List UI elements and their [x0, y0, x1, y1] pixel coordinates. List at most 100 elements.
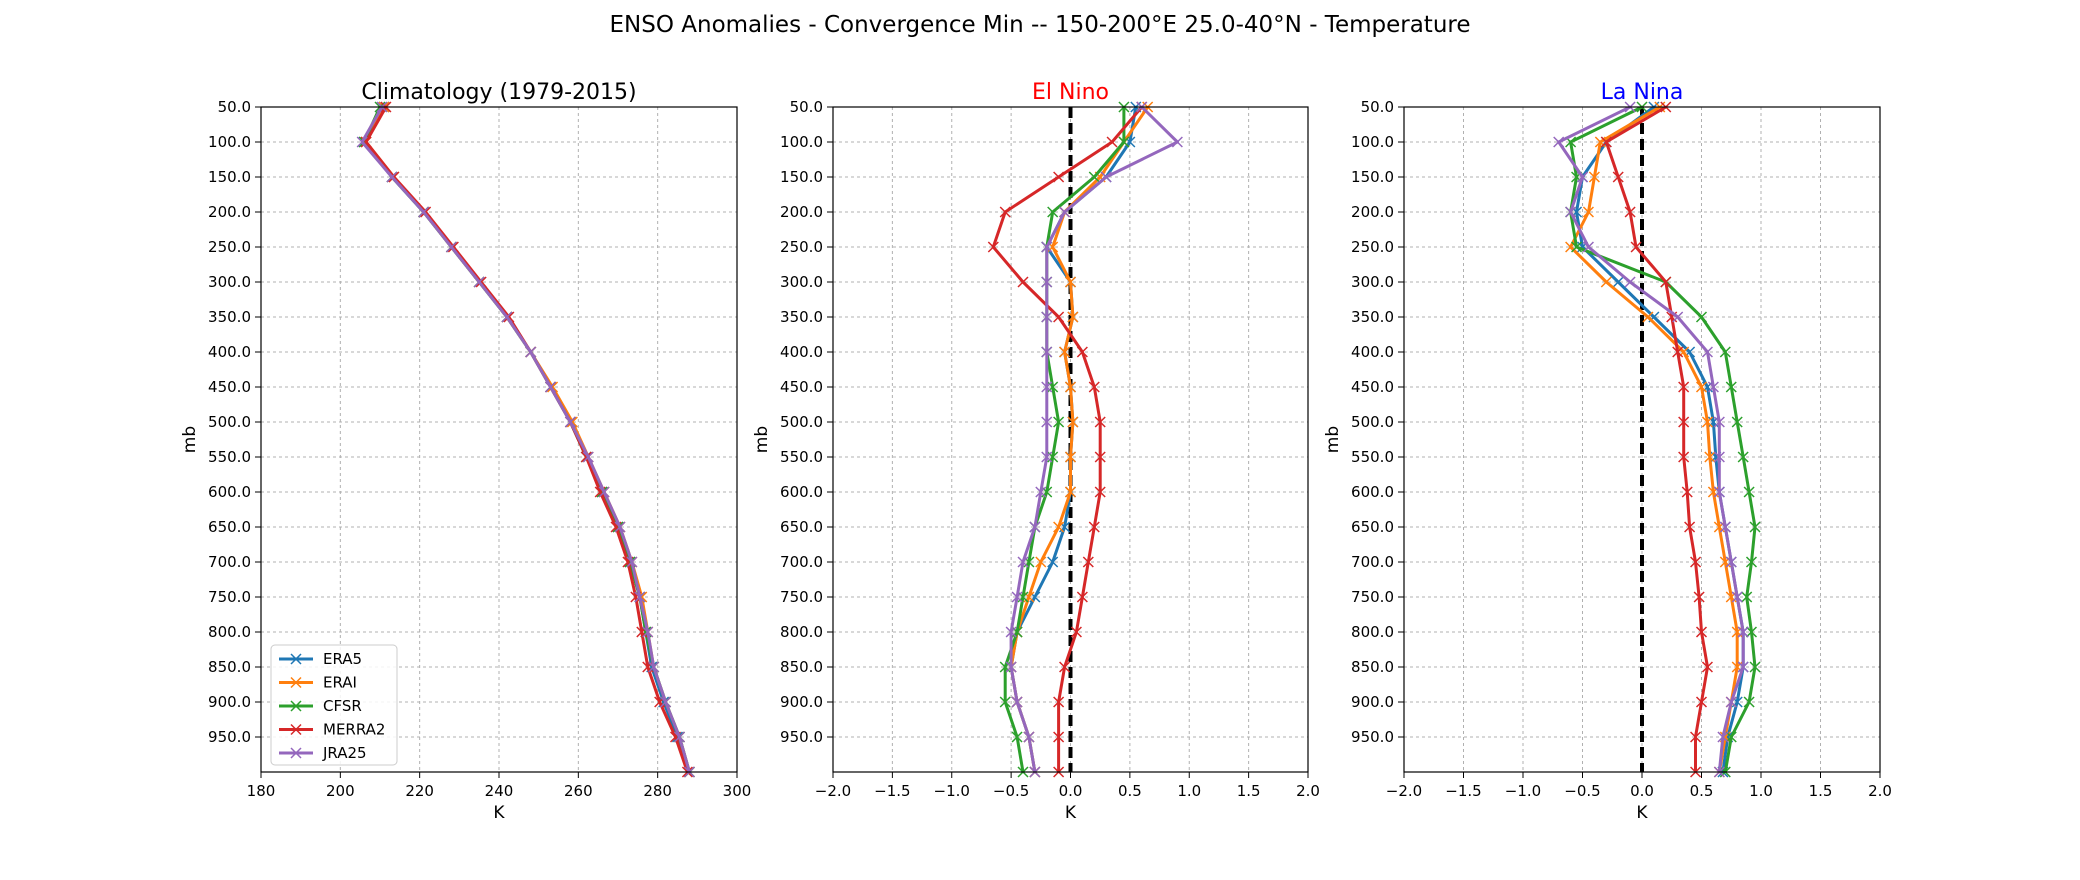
- x-tick-label: 2.0: [1868, 782, 1892, 800]
- x-tick-label: 1.0: [1749, 782, 1773, 800]
- data-point-merra2: [1053, 171, 1065, 183]
- data-point-erai: [1600, 276, 1612, 288]
- y-axis-label: mb: [180, 426, 200, 453]
- y-tick-label: 750.0: [1351, 588, 1394, 606]
- data-point-jra25: [1005, 661, 1017, 673]
- data-point-merra2: [1059, 661, 1071, 673]
- data-point-jra25: [564, 416, 576, 428]
- data-point-merra2: [1070, 626, 1082, 638]
- panel-title: El Nino: [1032, 80, 1109, 105]
- data-point-cfsr: [1749, 661, 1761, 673]
- y-tick-label: 400.0: [208, 343, 251, 361]
- y-tick-label: 850.0: [1351, 658, 1394, 676]
- panel-1: 180 200 220 240 260 280 300 50.0 100.0 150.0 200.0…: [180, 80, 751, 823]
- data-point-cfsr: [1719, 346, 1731, 358]
- axes-frame: [1403, 106, 1881, 773]
- x-tick-label: −1.5: [874, 782, 910, 800]
- data-point-jra25: [1041, 346, 1053, 358]
- data-point-cfsr: [1749, 521, 1761, 533]
- data-point-merra2: [1678, 451, 1690, 463]
- data-point-jra25: [1035, 486, 1047, 498]
- x-tick-label: 0.5: [1690, 782, 1714, 800]
- x-tick-label: 1.0: [1177, 782, 1201, 800]
- data-point-merra2: [1690, 731, 1702, 743]
- data-point-merra2: [1053, 731, 1065, 743]
- legend-label-erai: ERAI: [323, 674, 357, 692]
- data-point-jra25: [1701, 346, 1713, 358]
- y-tick-label: 500.0: [208, 413, 251, 431]
- data-point-jra25: [673, 731, 686, 743]
- data-point-jra25: [445, 241, 457, 253]
- panel-title: Climatology (1979-2015): [361, 80, 636, 105]
- data-point-merra2: [1693, 591, 1705, 603]
- data-point-jra25: [1005, 626, 1017, 638]
- data-point-merra2: [1106, 136, 1118, 148]
- y-tick-label: 50.0: [1361, 98, 1394, 116]
- y-tick-label: 700.0: [208, 553, 251, 571]
- data-point-merra2: [1681, 486, 1693, 498]
- y-tick-label: 200.0: [780, 203, 823, 221]
- data-point-jra25: [660, 696, 672, 708]
- legend-label-jra25: JRA25: [322, 744, 367, 762]
- y-tick-label: 850.0: [780, 658, 823, 676]
- data-point-jra25: [473, 276, 485, 288]
- y-tick-label: 450.0: [780, 378, 823, 396]
- y-tick-label: 250.0: [780, 238, 823, 256]
- legend-marker-merra2: [290, 723, 302, 736]
- data-point-cfsr: [999, 696, 1011, 708]
- x-tick-label: −2.0: [1386, 782, 1422, 800]
- y-axis-label: mb: [1323, 426, 1343, 453]
- data-point-jra25: [1041, 381, 1053, 393]
- y-tick-label: 900.0: [780, 693, 823, 711]
- data-point-cfsr: [1745, 556, 1758, 568]
- data-point-erai: [1064, 486, 1077, 498]
- legend-marker-erai: [290, 676, 302, 689]
- series-line-erai: [1569, 105, 1739, 773]
- data-point-jra25: [626, 556, 638, 568]
- data-point-jra25: [582, 451, 594, 463]
- data-point-erai: [1695, 381, 1708, 393]
- x-tick-label: 240: [485, 782, 514, 800]
- data-point-merra2: [1600, 136, 1612, 148]
- y-tick-label: 50.0: [790, 98, 823, 116]
- axes-frame: [260, 106, 738, 773]
- data-point-merra2: [1053, 696, 1065, 708]
- data-point-jra25: [418, 206, 430, 218]
- data-point-merra2: [1017, 276, 1029, 288]
- y-tick-label: 700.0: [1351, 553, 1394, 571]
- data-point-jra25: [386, 171, 398, 183]
- y-tick-label: 800.0: [780, 623, 823, 641]
- series-line-cfsr: [362, 106, 691, 773]
- data-point-jra25: [1725, 696, 1737, 708]
- data-point-cfsr: [1088, 171, 1100, 183]
- data-point-jra25: [648, 661, 660, 673]
- data-point-erai: [1588, 171, 1600, 183]
- data-point-jra25: [1553, 136, 1565, 148]
- data-point-jra25: [1713, 451, 1725, 463]
- panel-3: −2.0 −1.5 −1.0 −0.5 0.0 0.5 1.0 1.5 2.0 50.0 100.0…: [1323, 80, 1892, 823]
- y-tick-label: 150.0: [1351, 168, 1394, 186]
- data-point-jra25: [1041, 416, 1053, 428]
- x-tick-label: 280: [643, 782, 672, 800]
- series-line-jra25: [1009, 105, 1179, 773]
- y-tick-label: 50.0: [218, 98, 251, 116]
- x-axis-label: K: [1065, 803, 1077, 823]
- y-tick-label: 100.0: [1351, 133, 1394, 151]
- data-point-merra2: [1630, 241, 1642, 253]
- series-line-merra2: [991, 106, 1143, 772]
- data-point-merra2: [1094, 451, 1106, 463]
- data-point-cfsr: [1118, 136, 1130, 148]
- data-point-cfsr: [1743, 486, 1755, 498]
- data-point-jra25: [1041, 451, 1053, 463]
- data-point-jra25: [1713, 416, 1725, 428]
- y-tick-label: 700.0: [780, 553, 823, 571]
- data-point-merra2: [987, 241, 999, 253]
- y-tick-label: 250.0: [208, 238, 251, 256]
- y-tick-label: 300.0: [208, 273, 251, 291]
- data-point-merra2: [1094, 486, 1106, 498]
- y-tick-label: 100.0: [780, 133, 823, 151]
- data-point-merra2: [1624, 206, 1636, 218]
- y-tick-label: 450.0: [208, 378, 251, 396]
- data-point-jra25: [545, 381, 557, 393]
